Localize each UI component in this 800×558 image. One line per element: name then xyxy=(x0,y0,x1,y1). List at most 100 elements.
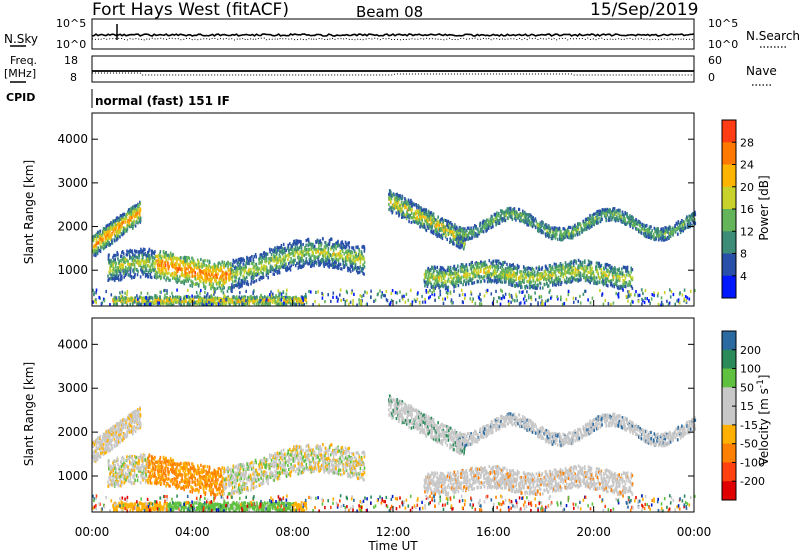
power-cell xyxy=(530,224,532,227)
power-cell xyxy=(591,268,593,271)
power-cell xyxy=(156,259,158,262)
power-cell xyxy=(347,249,349,252)
power-cell xyxy=(100,250,102,253)
power-cell xyxy=(348,249,350,252)
power-cell xyxy=(534,271,536,274)
power-heatmap xyxy=(92,189,696,307)
power-cell xyxy=(204,259,206,262)
power-cell xyxy=(563,266,565,269)
power-cell xyxy=(256,303,258,306)
power-cell xyxy=(263,276,265,279)
power-cell xyxy=(108,253,110,256)
power-cell xyxy=(398,201,400,204)
power-cell xyxy=(236,276,238,279)
power-cell xyxy=(257,299,259,302)
power-cell xyxy=(614,266,616,269)
power-cell xyxy=(295,246,297,249)
power-cell xyxy=(219,281,221,284)
power-cell xyxy=(341,255,343,258)
power-cell xyxy=(164,274,166,277)
power-cell xyxy=(456,241,458,244)
power-cell xyxy=(433,230,435,233)
power-cell xyxy=(507,217,509,220)
power-cell xyxy=(287,258,289,261)
power-cell xyxy=(531,272,533,275)
power-cell xyxy=(226,272,228,275)
power-cell xyxy=(223,286,225,289)
power-cell xyxy=(436,235,438,238)
power-cell xyxy=(457,264,459,267)
power-cell xyxy=(316,262,318,265)
power-cell xyxy=(388,203,390,206)
power-cell xyxy=(320,244,322,247)
power-cell xyxy=(127,213,129,216)
power-cell xyxy=(126,270,128,273)
power-cell xyxy=(520,282,522,285)
power-cell xyxy=(153,262,155,265)
power-cell xyxy=(211,280,213,283)
power-cell xyxy=(603,283,605,286)
power-cell xyxy=(492,279,494,282)
power-cell xyxy=(632,287,634,290)
power-cell xyxy=(120,255,122,258)
power-cell xyxy=(499,274,501,277)
power-cell xyxy=(177,300,179,303)
power-cell xyxy=(305,296,307,299)
power-cell xyxy=(447,229,449,232)
power-cell xyxy=(185,263,187,266)
power-cell xyxy=(228,269,230,272)
power-cell xyxy=(606,274,608,277)
power-cell xyxy=(118,278,120,281)
power-cell xyxy=(444,274,446,277)
power-cell xyxy=(484,260,486,263)
power-cell xyxy=(542,266,544,269)
power-cell xyxy=(142,256,144,259)
power-cell xyxy=(605,264,607,267)
power-cell xyxy=(428,272,430,275)
power-cell xyxy=(107,230,109,233)
power-cell xyxy=(566,271,568,274)
power-cell xyxy=(143,253,145,256)
power-cell xyxy=(464,242,466,245)
power-cell xyxy=(279,255,281,258)
power-cell xyxy=(114,274,116,277)
power-cell xyxy=(137,256,139,259)
power-cell xyxy=(250,282,252,285)
power-cell xyxy=(183,279,185,282)
power-cell xyxy=(531,281,533,284)
power-cell xyxy=(114,235,116,238)
power-cell xyxy=(256,263,258,266)
power-cell xyxy=(423,215,425,218)
power-cell xyxy=(473,231,475,234)
power-cell xyxy=(573,271,575,274)
power-cell xyxy=(228,261,230,264)
power-cell xyxy=(294,259,296,262)
power-cell xyxy=(256,279,258,282)
power-cell xyxy=(364,261,366,264)
power-cell xyxy=(450,230,452,233)
power-cell xyxy=(260,271,262,274)
power-cell xyxy=(458,269,460,272)
power-cell xyxy=(94,244,96,247)
power-cell xyxy=(296,262,298,265)
power-cell xyxy=(519,284,521,287)
freq-tick-top: 18 xyxy=(64,54,78,67)
power-cell xyxy=(216,276,218,279)
nsky-trace xyxy=(92,34,694,36)
power-cell xyxy=(449,280,451,283)
power-cell xyxy=(411,208,413,211)
power-cell xyxy=(151,276,153,279)
power-cell xyxy=(398,214,400,217)
power-cell xyxy=(96,252,98,255)
power-cell xyxy=(441,223,443,226)
power-cell xyxy=(551,277,553,280)
power-cell xyxy=(268,299,270,302)
power-cell xyxy=(411,221,413,224)
power-cell xyxy=(199,303,201,306)
power-cell xyxy=(97,235,99,238)
power-cell xyxy=(498,267,500,270)
power-cell xyxy=(142,250,144,253)
power-cell xyxy=(290,268,292,271)
power-cell xyxy=(287,244,289,247)
power-cell xyxy=(547,267,549,270)
